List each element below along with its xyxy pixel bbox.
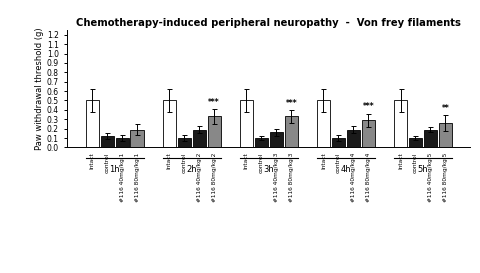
Bar: [85, 100, 99, 147]
Text: 2h: 2h: [186, 165, 197, 174]
Title: Chemotherapy-induced peripheral neuropathy  -  Von frey filaments: Chemotherapy-induced peripheral neuropat…: [76, 18, 461, 28]
Bar: [332, 138, 345, 147]
Text: 3h: 3h: [264, 165, 274, 174]
Text: **: **: [442, 104, 449, 113]
Bar: [394, 100, 407, 147]
Text: 5h: 5h: [418, 165, 428, 174]
Bar: [270, 132, 283, 147]
Bar: [240, 100, 253, 147]
Bar: [163, 100, 176, 147]
Bar: [424, 130, 437, 147]
Bar: [131, 130, 144, 147]
Text: ***: ***: [362, 102, 374, 111]
Text: ***: ***: [286, 99, 297, 108]
Text: 4h: 4h: [341, 165, 351, 174]
Text: ***: ***: [208, 97, 220, 106]
Bar: [116, 138, 129, 147]
Bar: [362, 120, 375, 147]
Bar: [178, 138, 191, 147]
Bar: [100, 136, 114, 147]
Bar: [439, 123, 452, 147]
Bar: [317, 100, 330, 147]
Bar: [255, 138, 268, 147]
Text: 1h: 1h: [109, 165, 120, 174]
Bar: [207, 116, 221, 147]
Bar: [192, 130, 206, 147]
Bar: [409, 138, 422, 147]
Bar: [347, 130, 360, 147]
Y-axis label: Paw withdrawal threshold (g): Paw withdrawal threshold (g): [35, 27, 44, 150]
Bar: [285, 116, 298, 147]
